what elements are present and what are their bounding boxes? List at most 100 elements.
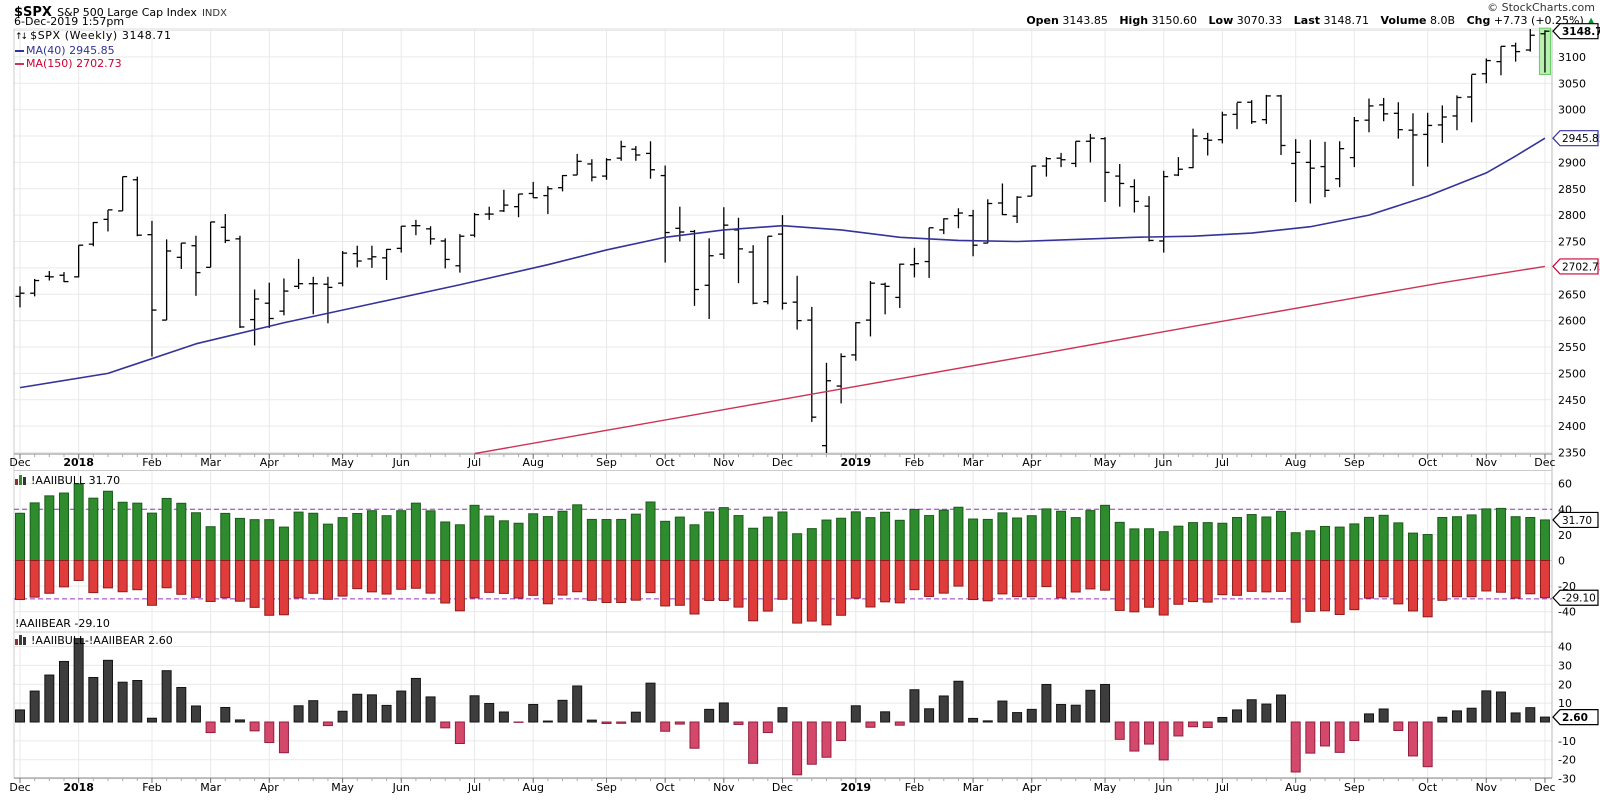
svg-text:Jun: Jun [1154, 456, 1172, 469]
chart-canvas: Dec Dec 2018 2018 Feb Feb Mar Mar Apr Apr May May Ju… [9, 23, 1600, 794]
svg-text:Sep: Sep [1344, 456, 1365, 469]
svg-text:Apr: Apr [260, 781, 280, 794]
up-arrow-icon: ▲ [1587, 16, 1595, 27]
svg-text:Mar: Mar [963, 456, 984, 469]
gridlines [14, 29, 1552, 780]
svg-text:Jul: Jul [467, 781, 481, 794]
high-value: 3150.60 [1151, 14, 1198, 27]
spread-panel-legend: !AAIIBULL-!AAIIBEAR 2.60 [15, 634, 173, 647]
month-labels: Dec Dec 2018 2018 Feb Feb Mar Mar Apr Apr May May Ju… [9, 456, 1555, 794]
svg-text:Oct: Oct [656, 456, 676, 469]
bear-legend-label: !AAIIBEAR -29.10 [15, 617, 110, 630]
svg-text:-20: -20 [1558, 754, 1576, 767]
svg-text:Aug: Aug [1285, 456, 1306, 469]
svg-text:3050: 3050 [1558, 77, 1586, 90]
svg-text:Oct: Oct [656, 781, 676, 794]
chart-header: $SPX S&P 500 Large Cap Index INDX [14, 1, 227, 20]
svg-text:20: 20 [1558, 678, 1572, 691]
open-label: Open [1026, 14, 1059, 27]
copyright-label: © StockCharts.com [1487, 1, 1595, 14]
svg-text:Apr: Apr [1022, 456, 1042, 469]
svg-text:Oct: Oct [1418, 781, 1438, 794]
histogram-icon [15, 475, 26, 485]
svg-text:May: May [331, 781, 354, 794]
svg-text:Dec: Dec [1534, 781, 1555, 794]
svg-text:2750: 2750 [1558, 236, 1586, 249]
svg-text:2.60: 2.60 [1562, 712, 1588, 724]
histogram-icon [15, 635, 26, 645]
svg-text:May: May [1094, 781, 1117, 794]
svg-text:2850: 2850 [1558, 183, 1586, 196]
svg-text:2600: 2600 [1558, 315, 1586, 328]
svg-text:Dec: Dec [9, 781, 30, 794]
svg-text:2018: 2018 [63, 781, 94, 794]
price-axis-labels: 3100 3050 3000 2900 2850 2800 2750 2650 2600 2550… [1558, 51, 1586, 786]
series-legend-label: $SPX (Weekly) 3148.71 [30, 29, 172, 42]
svg-text:Jun: Jun [392, 781, 410, 794]
exchange-label: INDX [201, 8, 227, 19]
svg-text:Nov: Nov [1476, 456, 1498, 469]
open-value: 3143.85 [1062, 14, 1108, 27]
axis-value-tags: 3148.71 2945.85 2702.73 31.70 -29.10 2.60 [1552, 23, 1600, 726]
spread-bars [15, 638, 1550, 776]
low-value: 3070.33 [1236, 14, 1283, 27]
svg-text:2500: 2500 [1558, 367, 1586, 380]
svg-text:-30: -30 [1558, 773, 1576, 786]
svg-text:10: 10 [1558, 697, 1572, 710]
svg-text:Dec: Dec [9, 456, 30, 469]
svg-text:Nov: Nov [713, 456, 735, 469]
ma40-line [19, 137, 1546, 389]
svg-text:60: 60 [1558, 478, 1572, 491]
svg-text:2019: 2019 [840, 456, 871, 469]
svg-text:Sep: Sep [1344, 781, 1365, 794]
axis-ticks [19, 454, 1546, 783]
svg-text:Nov: Nov [1476, 781, 1498, 794]
quote-summary: Open 3143.85 High 3150.60 Low 3070.33 La… [1018, 14, 1595, 27]
datetime-label: 6-Dec-2019 1:57pm [14, 15, 125, 28]
svg-text:Aug: Aug [1285, 781, 1306, 794]
svg-text:3000: 3000 [1558, 104, 1586, 117]
svg-text:Mar: Mar [200, 781, 221, 794]
svg-text:-10: -10 [1558, 735, 1576, 748]
svg-text:2450: 2450 [1558, 394, 1586, 407]
svg-text:31.70: 31.70 [1562, 515, 1592, 527]
svg-text:Dec: Dec [1534, 456, 1555, 469]
svg-text:2019: 2019 [840, 781, 871, 794]
svg-text:Nov: Nov [713, 781, 735, 794]
svg-text:Apr: Apr [260, 456, 280, 469]
bull-panel-legend: !AAIIBULL 31.70 [15, 474, 120, 487]
svg-text:Feb: Feb [905, 456, 924, 469]
last-value: 3148.71 [1323, 14, 1370, 27]
ma150-line [474, 265, 1546, 455]
svg-text:3100: 3100 [1558, 51, 1586, 64]
svg-text:Oct: Oct [1418, 456, 1438, 469]
svg-text:2800: 2800 [1558, 209, 1586, 222]
svg-text:Feb: Feb [905, 781, 924, 794]
svg-text:May: May [1094, 456, 1117, 469]
svg-text:2945.85: 2945.85 [1562, 133, 1600, 145]
svg-text:Dec: Dec [772, 781, 793, 794]
main-chart-legend: ↑↓ $SPX (Weekly) 3148.71 MA(40) 2945.85 M… [15, 29, 172, 70]
bull-bear-bars [15, 483, 1550, 626]
ma150-legend-label: MA(150) 2702.73 [26, 57, 122, 70]
svg-text:2702.73: 2702.73 [1562, 261, 1600, 273]
svg-text:2018: 2018 [63, 456, 94, 469]
svg-text:-40: -40 [1558, 606, 1576, 619]
svg-text:Aug: Aug [522, 456, 543, 469]
svg-text:Jun: Jun [392, 456, 410, 469]
svg-text:Feb: Feb [142, 781, 161, 794]
svg-text:Jul: Jul [1215, 781, 1229, 794]
svg-text:Apr: Apr [1022, 781, 1042, 794]
svg-text:Jul: Jul [467, 456, 481, 469]
svg-text:0: 0 [1558, 555, 1565, 568]
ma40-swatch-icon [15, 50, 24, 52]
svg-text:Sep: Sep [596, 781, 617, 794]
symbol-name: S&P 500 Large Cap Index [57, 6, 197, 19]
svg-text:Feb: Feb [142, 456, 161, 469]
svg-text:30: 30 [1558, 659, 1572, 672]
svg-text:Jul: Jul [1215, 456, 1229, 469]
svg-text:Dec: Dec [772, 456, 793, 469]
ma150-swatch-icon [15, 63, 24, 65]
svg-text:May: May [331, 456, 354, 469]
